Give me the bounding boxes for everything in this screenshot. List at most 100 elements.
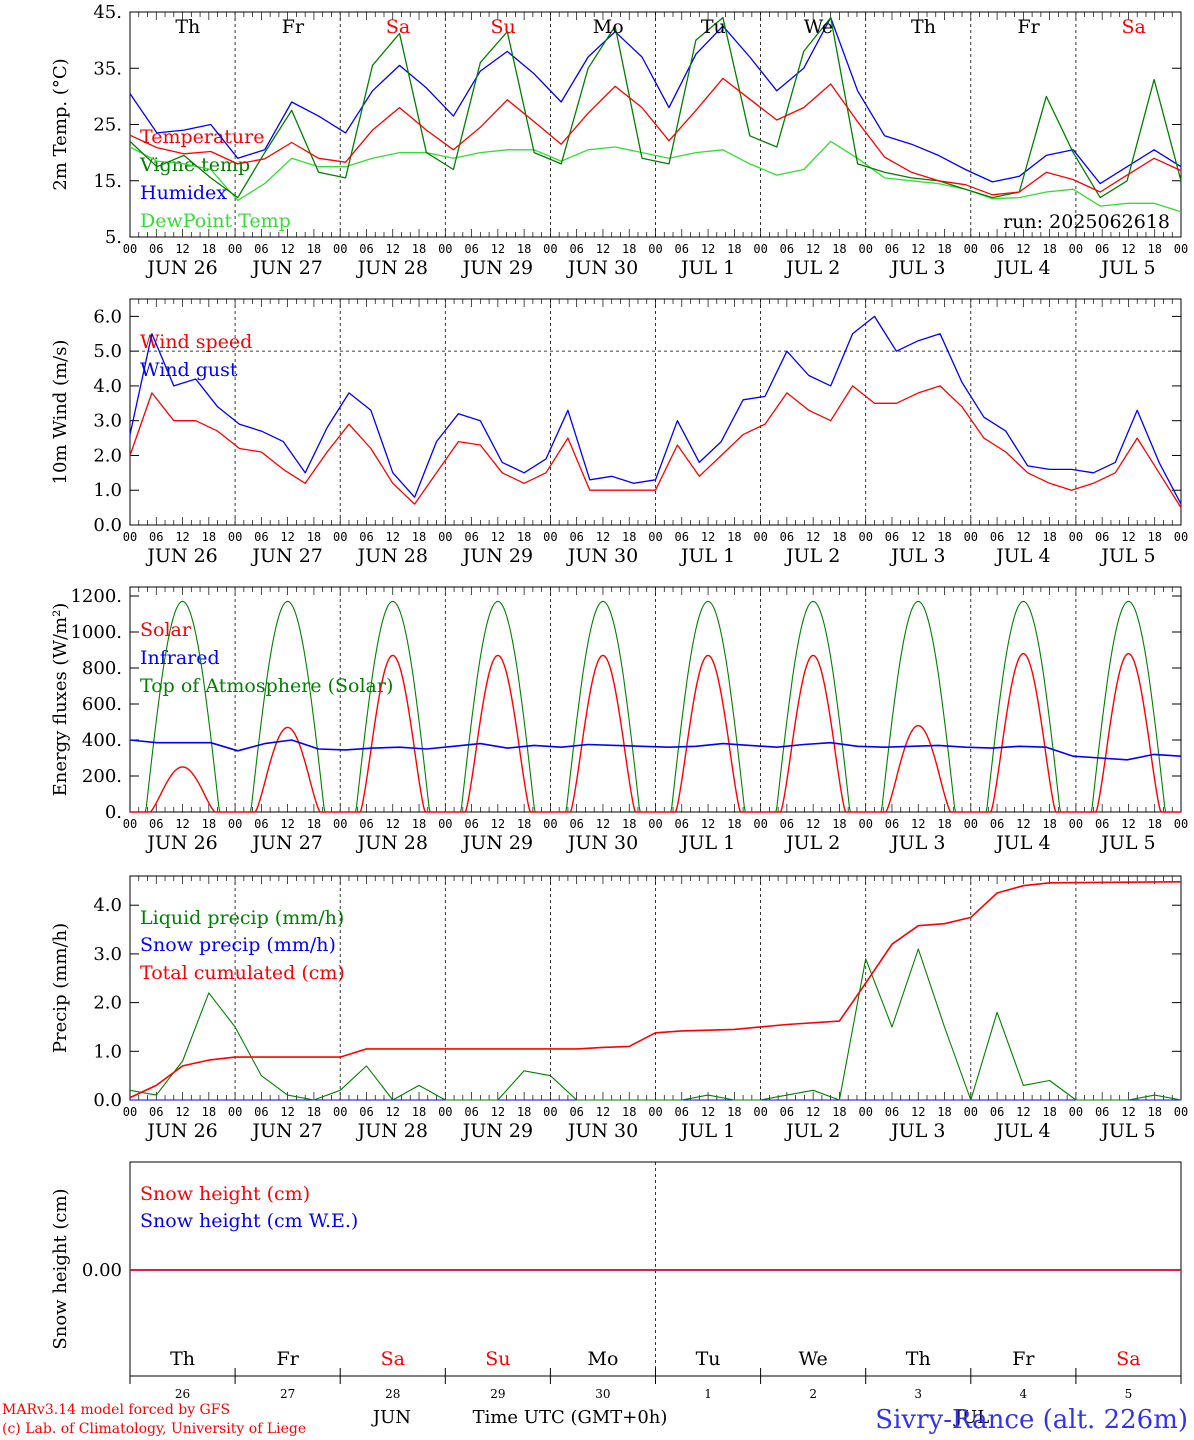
y-tick-label: 6.0 bbox=[93, 306, 122, 327]
hour-tick-label: 00 bbox=[753, 242, 767, 256]
day-number-label: 26 bbox=[175, 1387, 190, 1401]
date-label: JUL 1 bbox=[679, 257, 735, 279]
y-tick-label: 1000. bbox=[70, 622, 122, 643]
date-label: JUN 30 bbox=[566, 257, 638, 279]
hour-tick-label: 06 bbox=[780, 242, 794, 256]
hour-tick-label: 18 bbox=[727, 817, 741, 831]
hour-tick-label: 18 bbox=[622, 1105, 636, 1119]
hour-tick-label: 12 bbox=[806, 1105, 820, 1119]
hour-tick-label: 18 bbox=[832, 530, 846, 544]
day-number-label: 2 bbox=[809, 1387, 817, 1401]
hour-tick-label: 12 bbox=[806, 817, 820, 831]
hour-tick-label: 12 bbox=[280, 242, 294, 256]
hour-tick-label: 18 bbox=[1147, 817, 1161, 831]
hour-tick-label: 00 bbox=[543, 817, 557, 831]
hour-tick-label: 00 bbox=[438, 242, 452, 256]
series-liquid-precip-mm-h- bbox=[129, 948, 1182, 1101]
date-label: JUN 27 bbox=[250, 832, 322, 854]
legend-entry: Total cumulated (cm) bbox=[140, 962, 345, 984]
hour-tick-label: 18 bbox=[622, 242, 636, 256]
hour-tick-label: 12 bbox=[911, 1105, 925, 1119]
legend-entry: Wind speed bbox=[140, 331, 252, 353]
weekday-label: We bbox=[804, 16, 833, 38]
hour-tick-label: 18 bbox=[727, 1105, 741, 1119]
hour-tick-label: 18 bbox=[517, 530, 531, 544]
date-label: JUL 1 bbox=[679, 1120, 735, 1142]
legend-entry: Liquid precip (mm/h) bbox=[140, 907, 344, 929]
hour-tick-label: 06 bbox=[675, 817, 689, 831]
hour-tick-label: 06 bbox=[569, 242, 583, 256]
date-label: JUL 4 bbox=[994, 545, 1050, 567]
hour-tick-label: 18 bbox=[412, 817, 426, 831]
hour-tick-label: 18 bbox=[202, 817, 216, 831]
hour-tick-label: 00 bbox=[964, 530, 978, 544]
hour-tick-label: 06 bbox=[675, 530, 689, 544]
hour-tick-label: 12 bbox=[280, 817, 294, 831]
hour-tick-label: 18 bbox=[307, 1105, 321, 1119]
y-tick-label: 800. bbox=[82, 658, 122, 679]
date-label: JUN 26 bbox=[145, 1120, 217, 1142]
y-tick-label: 3.0 bbox=[93, 944, 122, 965]
hour-tick-label: 18 bbox=[517, 817, 531, 831]
hour-tick-label: 00 bbox=[1069, 817, 1083, 831]
hour-tick-label: 18 bbox=[307, 817, 321, 831]
date-label: JUN 29 bbox=[461, 257, 533, 279]
hour-tick-label: 00 bbox=[228, 1105, 242, 1119]
hour-tick-label: 00 bbox=[543, 1105, 557, 1119]
hour-tick-label: 12 bbox=[491, 242, 505, 256]
y-tick-label: 0.0 bbox=[93, 1090, 122, 1111]
legend-entry: Snow precip (mm/h) bbox=[140, 934, 336, 956]
series-dewpoint-temp bbox=[129, 140, 1182, 213]
hour-tick-label: 06 bbox=[464, 1105, 478, 1119]
hour-tick-label: 18 bbox=[832, 817, 846, 831]
legend-entry: Solar bbox=[140, 619, 192, 641]
run-label: run: 2025062618 bbox=[1003, 211, 1170, 233]
hour-tick-label: 12 bbox=[175, 1105, 189, 1119]
hour-tick-label: 00 bbox=[1069, 530, 1083, 544]
hour-tick-label: 00 bbox=[438, 530, 452, 544]
hour-tick-label: 00 bbox=[333, 817, 347, 831]
date-label: JUL 1 bbox=[679, 545, 735, 567]
hour-tick-label: 12 bbox=[1121, 817, 1135, 831]
y-tick-label: 2.0 bbox=[93, 445, 122, 466]
day-number-label: 5 bbox=[1125, 1387, 1133, 1401]
hour-tick-label: 12 bbox=[701, 530, 715, 544]
series-temperature bbox=[129, 77, 1182, 196]
hour-tick-label: 12 bbox=[701, 242, 715, 256]
hour-tick-label: 00 bbox=[333, 1105, 347, 1119]
hour-tick-label: 06 bbox=[149, 242, 163, 256]
hour-tick-label: 12 bbox=[386, 817, 400, 831]
hour-tick-label: 06 bbox=[464, 242, 478, 256]
hour-tick-label: 12 bbox=[280, 1105, 294, 1119]
hour-tick-label: 06 bbox=[464, 530, 478, 544]
hour-tick-label: 12 bbox=[386, 242, 400, 256]
date-label: JUN 30 bbox=[566, 1120, 638, 1142]
hour-tick-label: 00 bbox=[1174, 242, 1188, 256]
hour-tick-label: 00 bbox=[648, 530, 662, 544]
series-infrared bbox=[129, 739, 1182, 761]
hour-tick-label: 12 bbox=[175, 817, 189, 831]
hour-tick-label: 06 bbox=[885, 817, 899, 831]
hour-tick-label: 00 bbox=[753, 817, 767, 831]
hour-tick-label: 06 bbox=[464, 817, 478, 831]
hour-tick-label: 12 bbox=[1016, 817, 1030, 831]
hour-tick-label: 12 bbox=[911, 242, 925, 256]
hour-tick-label: 18 bbox=[412, 242, 426, 256]
y-tick-label: 200. bbox=[82, 766, 122, 787]
legend-entry: Temperature bbox=[140, 126, 264, 148]
y-axis-label: 10m Wind (m/s) bbox=[50, 340, 71, 485]
date-label: JUL 4 bbox=[994, 257, 1050, 279]
date-label: JUN 26 bbox=[145, 257, 217, 279]
date-label: JUL 5 bbox=[1099, 257, 1155, 279]
y-tick-label: 5. bbox=[105, 227, 122, 248]
date-label: JUL 5 bbox=[1099, 832, 1155, 854]
hour-tick-label: 00 bbox=[1069, 242, 1083, 256]
weekday-label: Th bbox=[906, 1348, 931, 1370]
weekday-label: Th bbox=[170, 1348, 195, 1370]
weekday-label: Th bbox=[175, 16, 200, 38]
hour-tick-label: 18 bbox=[202, 1105, 216, 1119]
hour-tick-label: 18 bbox=[727, 530, 741, 544]
hour-tick-label: 00 bbox=[228, 242, 242, 256]
